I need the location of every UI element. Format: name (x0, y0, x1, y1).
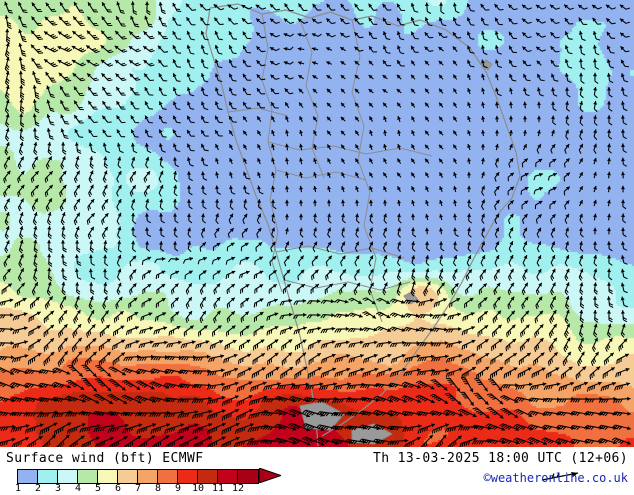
wind-barb-overlay (0, 0, 634, 447)
valid-time-label: Th 13-03-2025 18:00 UTC (12+06) (373, 451, 628, 466)
legend-cell-12 (238, 470, 258, 483)
legend-cell-5 (98, 470, 118, 483)
legend-tick-12: 12 (232, 483, 244, 494)
page-title: Surface wind (bft) ECMWF (6, 451, 203, 466)
legend-tick-2: 2 (35, 483, 41, 494)
legend-cell-10 (198, 470, 218, 483)
legend-tick-5: 5 (95, 483, 101, 494)
weather-map[interactable] (0, 0, 634, 447)
legend-cell-9 (178, 470, 198, 483)
legend-arrow-tip (259, 468, 281, 483)
map-footer: Surface wind (bft) ECMWF Th 13-03-2025 1… (0, 447, 634, 490)
legend-tick-6: 6 (115, 483, 121, 494)
legend-cell-1 (18, 470, 38, 483)
legend-cell-3 (58, 470, 78, 483)
legend-tick-7: 7 (135, 483, 141, 494)
legend-cell-7 (138, 470, 158, 483)
legend-tick-10: 10 (192, 483, 204, 494)
legend-cell-4 (78, 470, 98, 483)
legend-tick-9: 9 (175, 483, 181, 494)
legend-tick-8: 8 (155, 483, 161, 494)
copyright-label: ©weatheronline.co.uk (484, 471, 629, 485)
legend-tick-3: 3 (55, 483, 61, 494)
legend-tick-1: 1 (15, 483, 21, 494)
legend-tick-11: 11 (212, 483, 224, 494)
legend-cell-2 (38, 470, 58, 483)
legend-cell-6 (118, 470, 138, 483)
legend-tick-4: 4 (75, 483, 81, 494)
legend-cell-11 (218, 470, 238, 483)
legend-colorbar (17, 469, 259, 484)
legend-cell-8 (158, 470, 178, 483)
